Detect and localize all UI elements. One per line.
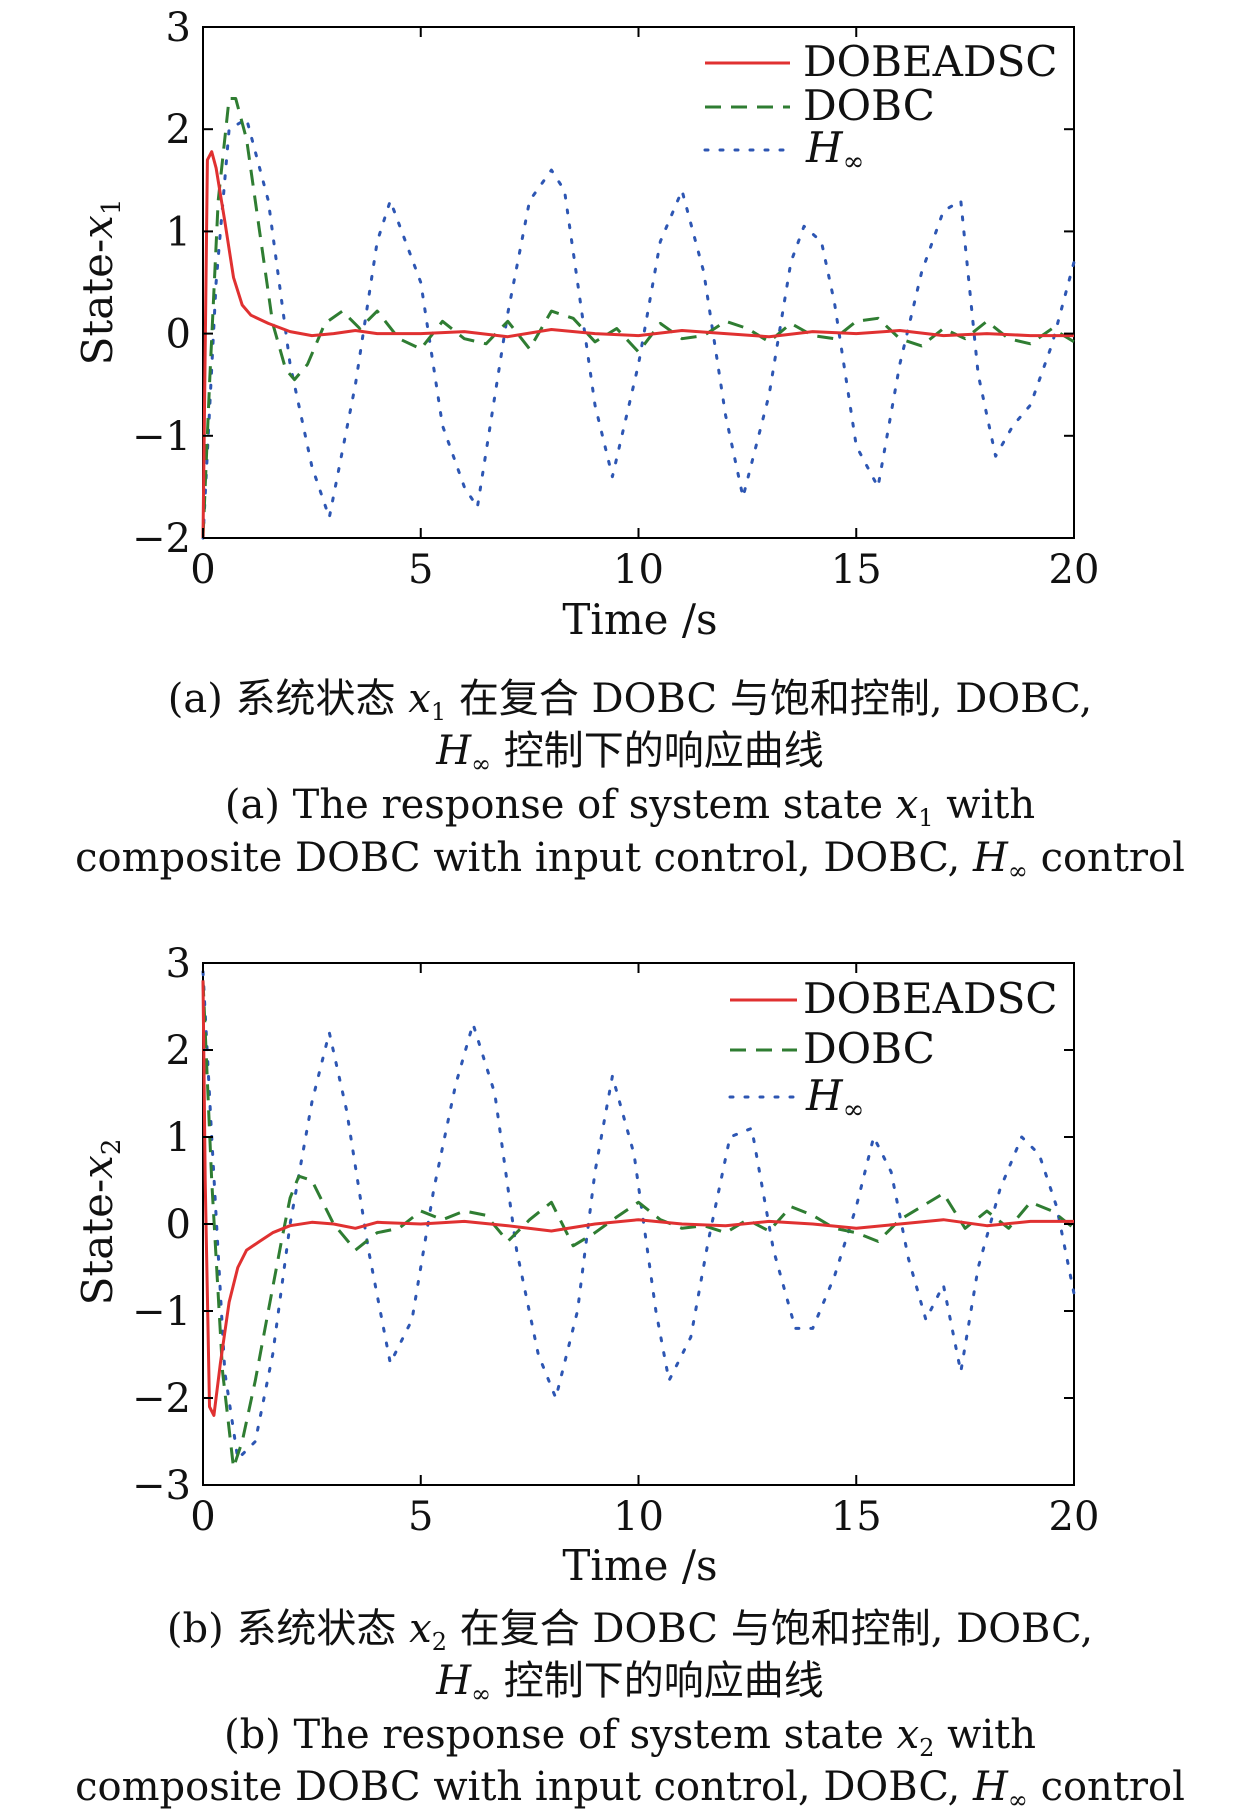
plot-frame-a: [202, 26, 1075, 539]
x-tick-label: 0: [190, 547, 215, 593]
caption-b-cn-line2: H∞ 控制下的响应曲线: [435, 1658, 824, 1708]
series-line-dobeadsc-b: [201, 980, 1074, 1417]
caption-a-cn-line1: (a) 系统状态 x1 在复合 DOBC 与饱和控制, DOBC,: [168, 676, 1092, 726]
x-tick-label: 10: [613, 547, 664, 593]
caption-a-en-line1: (a) The response of system state x1 with: [225, 782, 1035, 832]
caption-b-en-line2: composite DOBC with input control, DOBC,…: [75, 1764, 1185, 1814]
x-tick-label: 0: [190, 1494, 215, 1540]
y-tick-label: −3: [132, 1463, 191, 1509]
chart-panel-a: 0 5 10 15 20 −2 −1 0 1 2 3 State-x1 Time /s DOBEAD…: [73, 5, 1185, 885]
x-axis-label-b: Time /s: [562, 1541, 717, 1590]
x-tick-label: 10: [613, 1494, 664, 1540]
y-axis-label-b: State-x2: [73, 1139, 127, 1306]
y-tick-label: −1: [132, 1289, 191, 1335]
axis-ticks-a: 0 5 10 15 20 −2 −1 0 1 2 3: [132, 5, 1099, 593]
axis-ticks-b: 0 5 10 15 20 −3 −2 −1 0 1 2 3: [132, 941, 1099, 1540]
y-tick-label: −1: [132, 414, 191, 460]
caption-b-en-line1: (b) The response of system state x2 with: [224, 1712, 1036, 1762]
series-group-a: [201, 97, 1076, 540]
caption-a-en-line2: composite DOBC with input control, DOBC,…: [75, 835, 1185, 885]
x-axis-label-a: Time /s: [562, 595, 717, 644]
legend-label-dobc-b: DOBC: [803, 1024, 935, 1073]
y-tick-label: 0: [166, 312, 191, 358]
legend-label-hinf-b: H∞: [805, 1071, 864, 1125]
series-line-hinf-a: [201, 117, 1076, 540]
series-group-b: [201, 970, 1076, 1470]
legend-label-dobeadsc-b: DOBEADSC: [803, 974, 1058, 1023]
y-tick-label: −2: [132, 516, 191, 562]
y-tick-label: −2: [132, 1376, 191, 1422]
series-line-dobeadsc-a: [201, 150, 1074, 539]
legend-a: DOBEADSC DOBC H∞: [703, 37, 1058, 177]
y-axis-label-a: State-x1: [73, 199, 127, 366]
series-line-dobc-a: [201, 97, 1075, 539]
x-tick-label: 5: [408, 547, 433, 593]
series-line-hinf-b: [201, 970, 1076, 1461]
x-tick-label: 15: [831, 547, 882, 593]
chart-panel-b: 0 5 10 15 20 −3 −2 −1 0 1 2 3 State-x2 Time /s DOBE…: [73, 941, 1185, 1814]
legend-label-dobeadsc-a: DOBEADSC: [803, 37, 1058, 86]
legend-label-dobc-a: DOBC: [803, 81, 935, 130]
y-tick-label: 0: [166, 1202, 191, 1248]
y-tick-label: 2: [166, 1028, 191, 1074]
y-tick-label: 3: [166, 941, 191, 987]
y-tick-label: 2: [166, 107, 191, 153]
series-line-dobc-b: [201, 980, 1075, 1470]
caption-b-cn-line1: (b) 系统状态 x2 在复合 DOBC 与饱和控制, DOBC,: [167, 1606, 1093, 1656]
y-tick-label: 3: [166, 5, 191, 51]
legend-b: DOBEADSC DOBC H∞: [728, 974, 1058, 1125]
y-tick-label: 1: [166, 1115, 191, 1161]
x-tick-label: 5: [408, 1494, 433, 1540]
legend-label-hinf-a: H∞: [805, 123, 864, 177]
x-tick-label: 15: [831, 1494, 882, 1540]
y-tick-label: 1: [166, 209, 191, 255]
caption-a-cn-line2: H∞ 控制下的响应曲线: [435, 728, 824, 778]
x-tick-label: 20: [1049, 547, 1100, 593]
x-tick-label: 20: [1049, 1494, 1100, 1540]
